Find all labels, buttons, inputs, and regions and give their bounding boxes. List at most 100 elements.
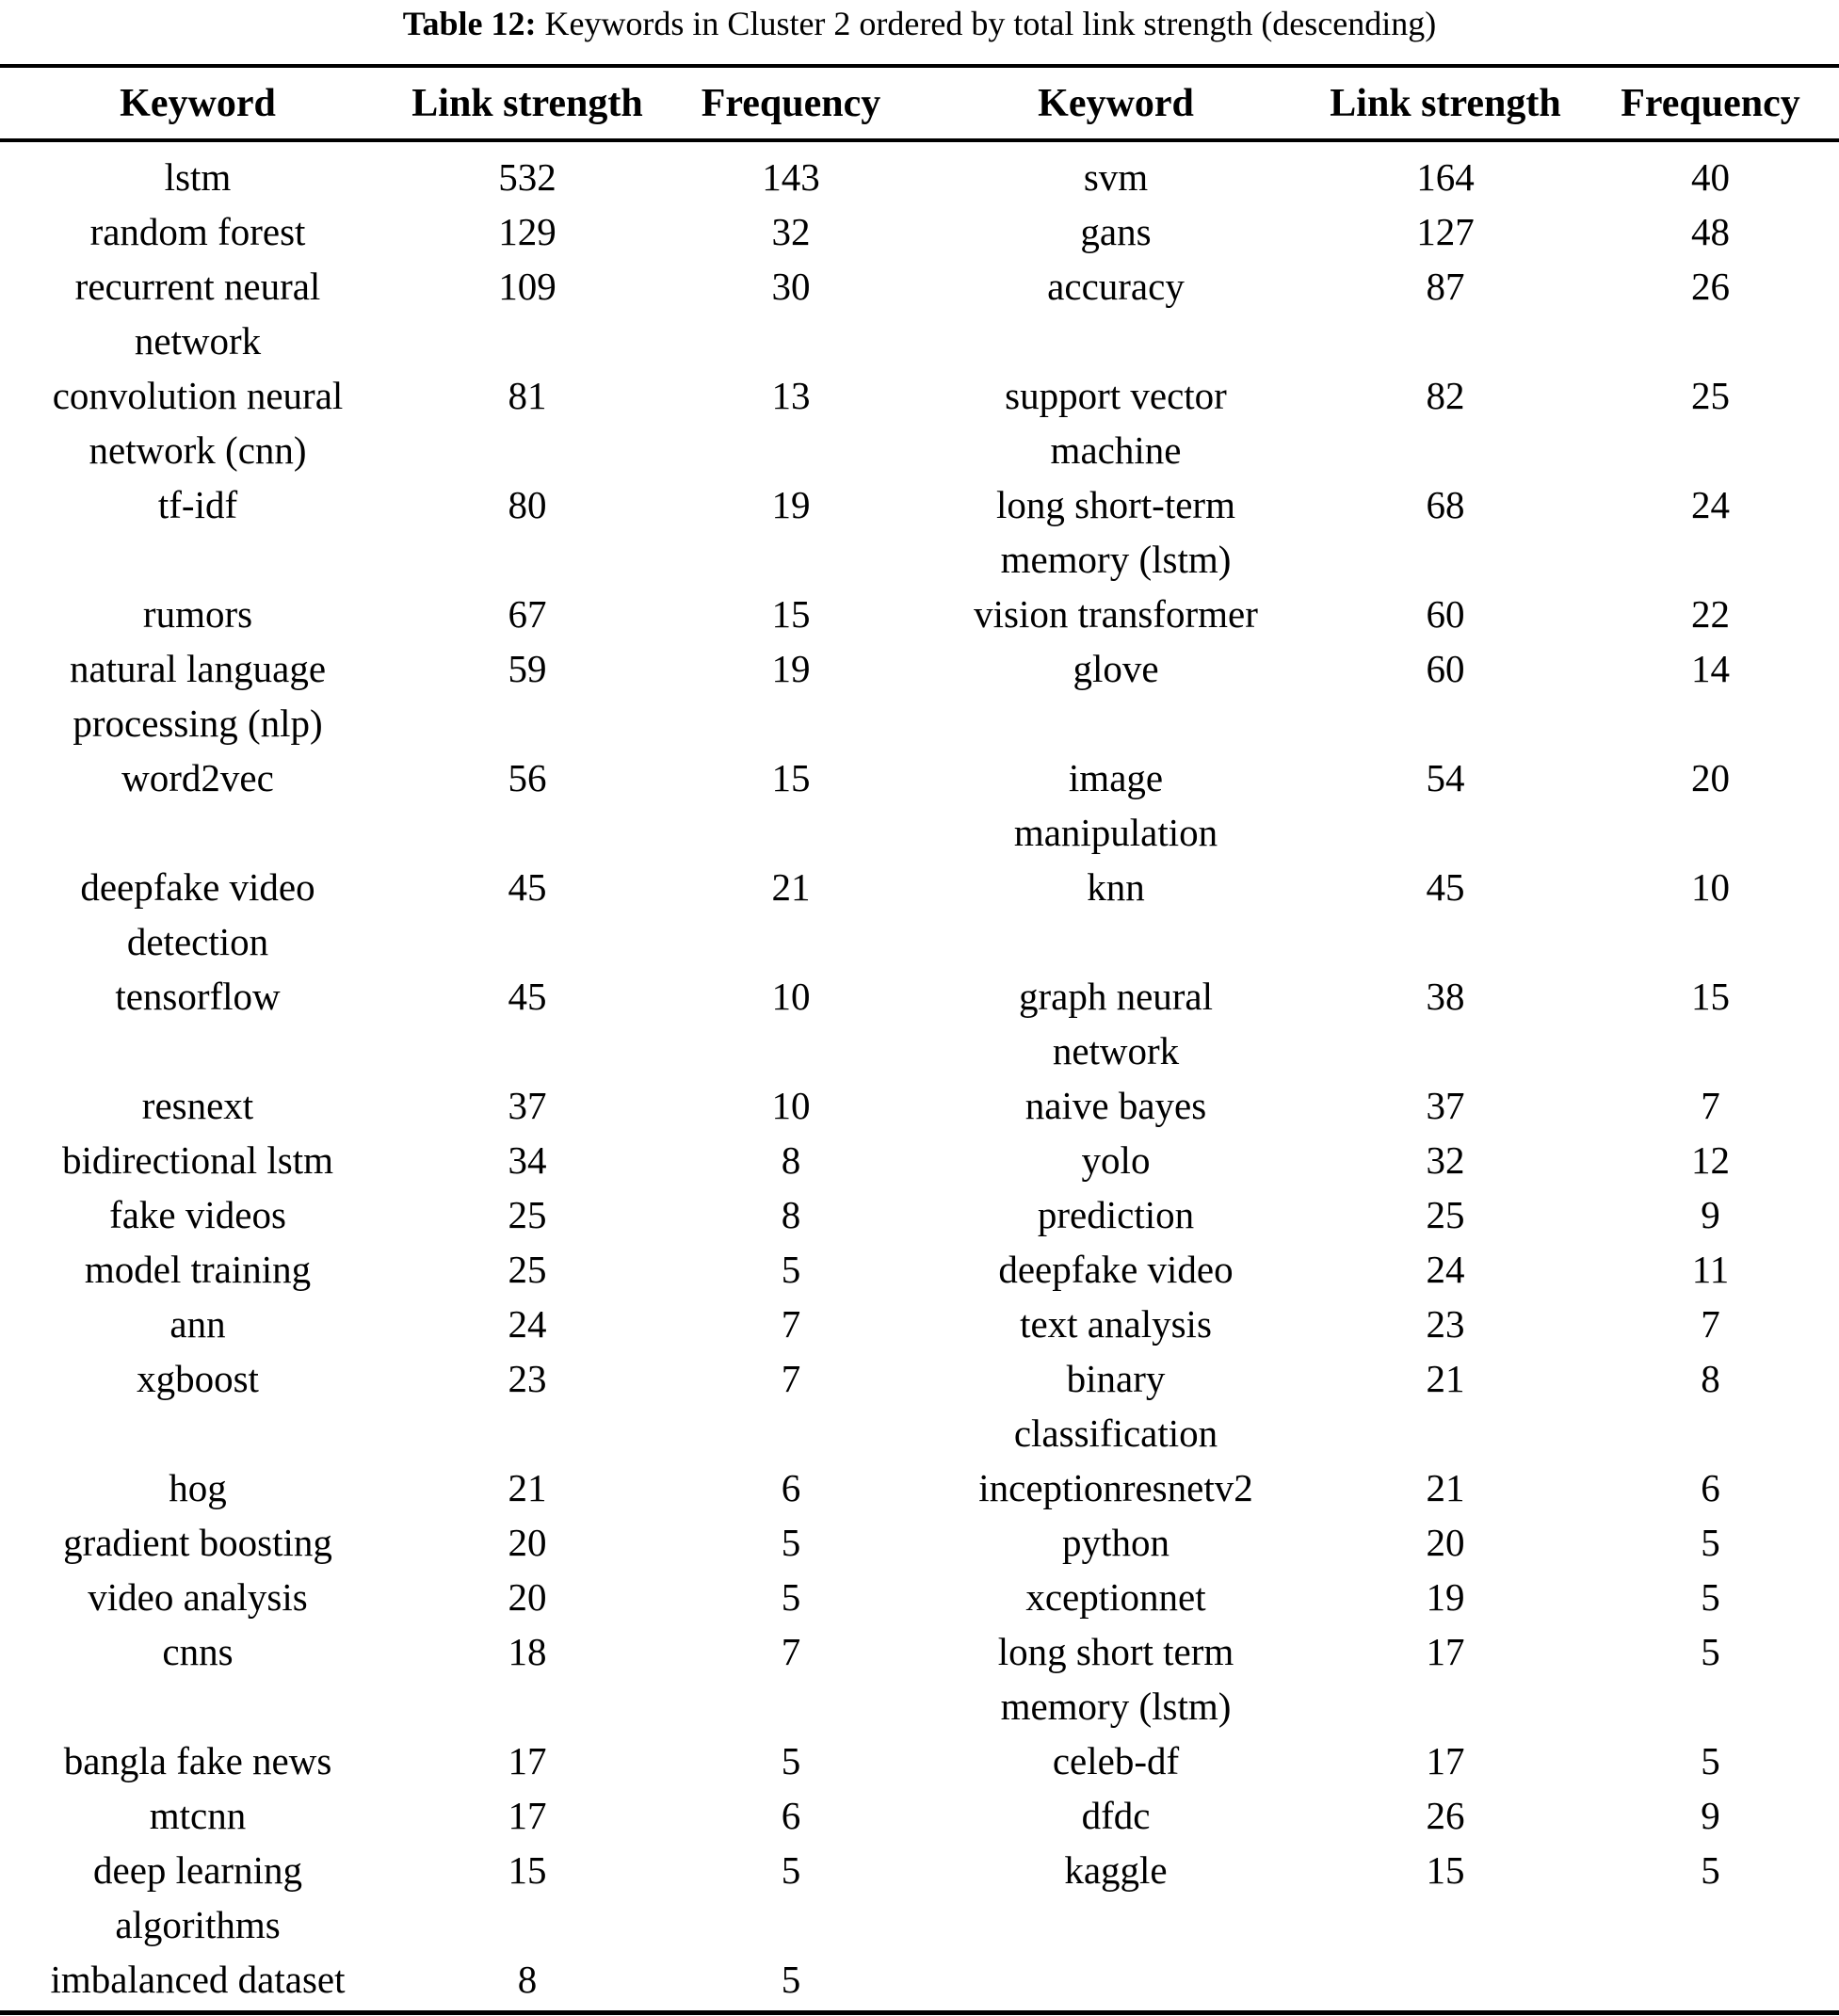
keyword-cell-right: naive bayes <box>1024 1084 1207 1127</box>
link-strength-cell-right: 68 <box>1426 483 1465 526</box>
frequency-cell-left: 8 <box>781 1138 801 1182</box>
link-strength-cell-right: 15 <box>1426 1848 1465 1892</box>
keyword-cell-right: python <box>1062 1521 1170 1564</box>
table-row: mtcnn 17 6 dfdc 26 9 <box>0 1788 1839 1843</box>
frequency-cell-left: 10 <box>771 1084 811 1127</box>
keyword-cell-right: kaggle <box>1064 1848 1168 1892</box>
keyword-cell-left: mtcnn <box>149 1794 247 1837</box>
table-row: rumors 67 15 vision transformer 60 22 <box>0 587 1839 641</box>
link-strength-cell-right: 23 <box>1426 1302 1465 1346</box>
frequency-cell-right: 24 <box>1691 483 1730 526</box>
link-strength-cell-right: 24 <box>1426 1248 1465 1291</box>
frequency-cell-right: 5 <box>1701 1521 1720 1564</box>
keyword-cell-right: gans <box>1080 210 1152 253</box>
table-row: model training 25 5 deepfake video 24 11 <box>0 1242 1839 1297</box>
table-caption-text: Keywords in Cluster 2 ordered by total l… <box>536 5 1437 42</box>
link-strength-cell-right <box>1309 1952 1582 2013</box>
frequency-cell-right <box>1582 1952 1839 2013</box>
frequency-cell-left: 143 <box>762 155 820 199</box>
keyword-cell-left: convolution neural network (cnn) <box>52 374 344 472</box>
keyword-cell-right <box>923 1952 1309 2013</box>
header-frequency-right: Frequency <box>1582 66 1839 142</box>
table-row: lstm 532 143 svm 164 40 <box>0 140 1839 204</box>
link-strength-cell-right: 60 <box>1426 647 1465 690</box>
keyword-cell-left: tensorflow <box>115 975 281 1018</box>
frequency-cell-left: 30 <box>771 265 811 308</box>
link-strength-cell-right: 60 <box>1426 592 1465 636</box>
table-row: fake videos 25 8 prediction 25 9 <box>0 1187 1839 1242</box>
frequency-cell-left: 6 <box>781 1466 801 1509</box>
keywords-table: Keyword Link strength Frequency Keyword … <box>0 64 1839 2015</box>
keyword-cell-left: deep learning algorithms <box>93 1848 302 1946</box>
table-row: convolution neural network (cnn) 81 13 supp… <box>0 368 1839 477</box>
table-row: xgboost 23 7 binary classification 21 8 <box>0 1351 1839 1460</box>
link-strength-cell-left: 34 <box>508 1138 547 1182</box>
frequency-cell-left: 5 <box>781 1248 801 1291</box>
keyword-cell-right: support vector machine <box>1005 374 1227 472</box>
link-strength-cell-left: 56 <box>508 756 547 799</box>
link-strength-cell-left: 45 <box>508 975 547 1018</box>
frequency-cell-left: 5 <box>781 1739 801 1782</box>
frequency-cell-right: 5 <box>1701 1575 1720 1619</box>
table-caption-label: Table 12: <box>402 5 537 42</box>
table-row: video analysis 20 5 xceptionnet 19 5 <box>0 1570 1839 1624</box>
keyword-cell-right: binary classification <box>1013 1357 1218 1455</box>
frequency-cell-left: 7 <box>781 1630 801 1673</box>
keyword-cell-left: resnext <box>141 1084 254 1127</box>
table-row: word2vec 56 15 image manipulation 54 20 <box>0 750 1839 860</box>
keyword-cell-left: xgboost <box>137 1357 259 1400</box>
keyword-cell-left: imbalanced dataset <box>50 1958 346 2001</box>
keyword-cell-left: word2vec <box>121 756 274 799</box>
header-keyword-right: Keyword <box>923 66 1309 142</box>
table-row: imbalanced dataset 8 5 <box>0 1952 1839 2013</box>
link-strength-cell-right: 127 <box>1416 210 1475 253</box>
table-row: resnext 37 10 naive bayes 37 7 <box>0 1078 1839 1133</box>
link-strength-cell-left: 25 <box>508 1248 547 1291</box>
frequency-cell-right: 7 <box>1701 1084 1720 1127</box>
link-strength-cell-right: 38 <box>1426 975 1465 1018</box>
frequency-cell-right: 10 <box>1691 865 1730 909</box>
header-row: Keyword Link strength Frequency Keyword … <box>0 66 1839 142</box>
header-link-strength-left: Link strength <box>395 66 659 142</box>
link-strength-cell-left: 8 <box>517 1958 538 2001</box>
link-strength-cell-left: 17 <box>508 1739 547 1782</box>
keyword-cell-left: cnns <box>162 1630 234 1673</box>
frequency-cell-right: 15 <box>1691 975 1730 1018</box>
header-link-strength-right: Link strength <box>1309 66 1582 142</box>
link-strength-cell-right: 25 <box>1426 1193 1465 1236</box>
link-strength-cell-left: 21 <box>508 1466 547 1509</box>
link-strength-cell-right: 54 <box>1426 756 1465 799</box>
keyword-cell-right: svm <box>1083 155 1149 199</box>
frequency-cell-right: 25 <box>1691 374 1730 417</box>
link-strength-cell-left: 80 <box>508 483 547 526</box>
frequency-cell-right: 7 <box>1701 1302 1720 1346</box>
keyword-cell-right: image manipulation <box>1013 756 1218 854</box>
link-strength-cell-left: 17 <box>508 1794 547 1837</box>
link-strength-cell-left: 37 <box>508 1084 547 1127</box>
link-strength-cell-left: 15 <box>508 1848 547 1892</box>
frequency-cell-right: 14 <box>1691 647 1730 690</box>
table-row: bidirectional lstm 34 8 yolo 32 12 <box>0 1133 1839 1187</box>
table-row: natural language processing (nlp) 59 19 glo… <box>0 641 1839 750</box>
link-strength-cell-left: 23 <box>508 1357 547 1400</box>
link-strength-cell-right: 45 <box>1426 865 1465 909</box>
keyword-cell-right: dfdc <box>1081 1794 1151 1837</box>
keyword-cell-left: tf-idf <box>157 483 238 526</box>
keyword-cell-left: lstm <box>164 155 232 199</box>
keyword-cell-left: ann <box>169 1302 226 1346</box>
keyword-cell-right: knn <box>1087 865 1145 909</box>
keyword-cell-right: long short-term memory (lstm) <box>996 483 1235 581</box>
link-strength-cell-left: 81 <box>508 374 547 417</box>
keyword-cell-right: prediction <box>1037 1193 1195 1236</box>
frequency-cell-left: 19 <box>771 647 811 690</box>
keyword-cell-left: bangla fake news <box>63 1739 332 1782</box>
frequency-cell-right: 5 <box>1701 1630 1720 1673</box>
link-strength-cell-right: 87 <box>1426 265 1465 308</box>
keyword-cell-right: long short term memory (lstm) <box>997 1630 1234 1728</box>
frequency-cell-right: 20 <box>1691 756 1730 799</box>
link-strength-cell-right: 21 <box>1426 1357 1465 1400</box>
header-keyword-left: Keyword <box>0 66 395 142</box>
frequency-cell-right: 26 <box>1691 265 1730 308</box>
link-strength-cell-right: 17 <box>1426 1630 1465 1673</box>
